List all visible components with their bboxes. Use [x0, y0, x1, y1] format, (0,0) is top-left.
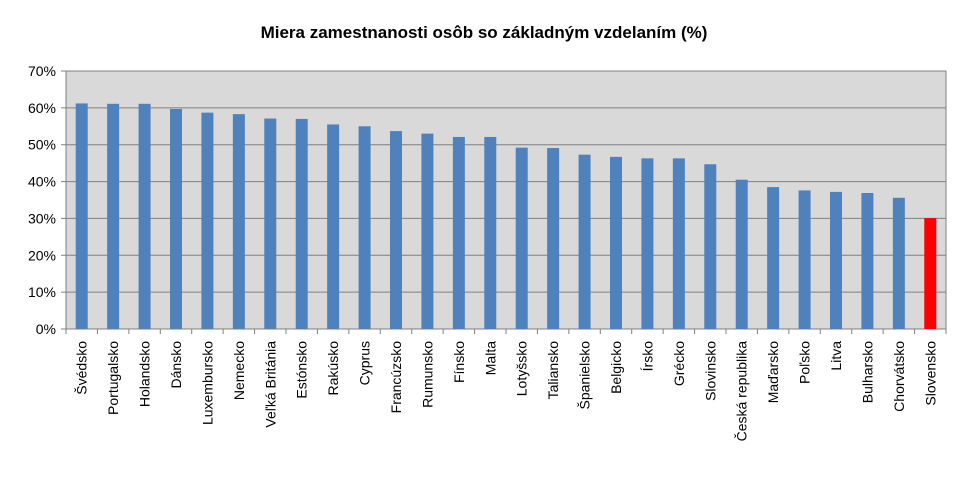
x-tick-label: Írsko [639, 341, 655, 372]
x-tick-label: Nemecko [231, 341, 247, 400]
chart-title: Miera zamestnanosti osôb so základným vz… [261, 23, 708, 42]
bar [232, 114, 245, 329]
x-tick-label: Slovinsko [702, 341, 718, 401]
x-tick-label: Rumunsko [419, 341, 435, 408]
y-tick-label: 50% [28, 137, 56, 153]
x-tick-label: Belgicko [608, 341, 624, 394]
bar [358, 126, 371, 330]
x-tick-label: Estónsko [294, 341, 310, 399]
y-tick-label: 0% [36, 321, 56, 337]
x-tick-label: Maďarsko [765, 341, 781, 404]
x-tick-label: Lotyšsko [514, 341, 530, 396]
bar [672, 158, 685, 329]
bar [830, 191, 842, 329]
bar [515, 147, 528, 329]
bar [861, 192, 874, 329]
x-tick-label: Španielsko [577, 341, 593, 410]
bar [798, 190, 811, 329]
bar [547, 148, 560, 329]
bar [201, 112, 214, 329]
x-tick-label: Chorvátsko [891, 341, 907, 412]
bar [390, 131, 402, 329]
x-tick-label: Veľká Británia [262, 341, 278, 428]
bar [892, 197, 905, 329]
bar-series [75, 103, 937, 330]
bar [641, 158, 654, 329]
x-tick-label: Grécko [671, 341, 687, 386]
x-tick-label: Švédsko [74, 341, 90, 395]
x-tick-label: Česká republika [734, 341, 750, 442]
x-tick-label: Poľsko [797, 341, 813, 384]
plot-area [65, 70, 947, 330]
x-tick-label: Rakúsko [325, 341, 341, 396]
x-tick-label: Francúzsko [388, 341, 404, 414]
bar [327, 124, 340, 329]
bar [421, 133, 434, 329]
bar [170, 108, 182, 329]
x-axis: Švédsko Portugalsko Holandsko Dánsko Luxembu… [65, 329, 947, 442]
y-tick-label: 10% [28, 284, 56, 300]
bar [75, 103, 88, 329]
y-tick-label: 60% [28, 100, 56, 116]
bar [610, 156, 622, 329]
y-tick-label: 20% [28, 247, 56, 263]
bar [924, 218, 937, 329]
y-axis: 0% 10% 20% 30% 40% 50% 60% 70% [28, 63, 66, 337]
x-tick-label: Slovensko [922, 341, 938, 406]
x-tick-label: Portugalsko [105, 341, 121, 415]
bar [264, 118, 277, 329]
y-tick-label: 70% [28, 63, 56, 79]
bar [295, 118, 308, 330]
bar [484, 136, 497, 329]
x-tick-label: Luxembursko [199, 341, 215, 425]
bar [138, 103, 151, 329]
x-tick-label: Cyprus [357, 341, 373, 385]
x-tick-label: Fínsko [451, 341, 467, 383]
bar [452, 136, 465, 329]
x-tick-label: Bulharsko [859, 341, 875, 403]
bar [578, 154, 591, 329]
bar [107, 103, 120, 329]
x-tick-label: Malta [482, 341, 498, 375]
x-tick-label: Litva [828, 341, 844, 371]
y-tick-label: 40% [28, 174, 56, 190]
bar [704, 164, 717, 329]
bar [767, 187, 780, 329]
x-tick-label: Holandsko [137, 341, 153, 407]
x-tick-label: Dánsko [168, 341, 184, 389]
x-tick-label: Taliansko [545, 341, 561, 400]
y-tick-label: 30% [28, 210, 56, 226]
bar [735, 179, 748, 329]
